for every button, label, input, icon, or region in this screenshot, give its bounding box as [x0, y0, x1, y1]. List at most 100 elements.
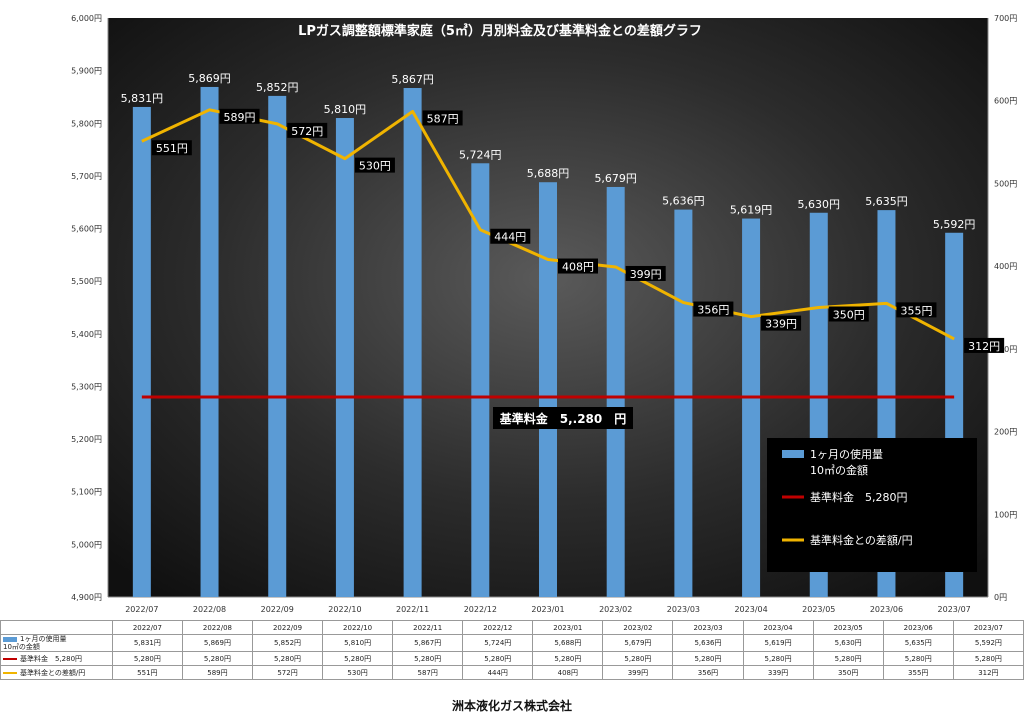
table-cell: 399円 — [602, 665, 674, 680]
table-cell: 5,280円 — [251, 651, 324, 666]
bar-data-label: 5,852円 — [256, 81, 299, 94]
left-tick-label: 5,500円 — [71, 277, 102, 286]
right-tick-label: 100円 — [994, 510, 1017, 519]
right-tick-label: 300円 — [994, 345, 1017, 354]
bar — [335, 118, 354, 597]
table-header-row: 2022/07 2022/08 2022/09 2022/10 2022/11 2022/… — [0, 620, 1024, 635]
table-cell: 5,280円 — [462, 651, 534, 666]
diff-data-label: 589円 — [224, 111, 256, 124]
table-row: 基準料金との差額/円 551円 589円 572円 530円 587円 444円 408円 39… — [0, 665, 1024, 680]
table-cell: 444円 — [462, 665, 534, 680]
table-cell: 5,280円 — [111, 651, 183, 666]
diff-data-label: 355円 — [900, 304, 932, 317]
diff-data-label: 444円 — [494, 231, 526, 244]
table-cell: 5,592円 — [952, 634, 1024, 652]
table-cell: 5,280円 — [532, 651, 604, 666]
diff-label-box — [828, 306, 869, 322]
diff-label-box — [896, 302, 937, 318]
table-row: 1ヶ月の使用量 10㎥の金額 5,831円 5,869円 5,852円 5,810円 5,8… — [0, 634, 1024, 652]
table-cell: 589円 — [181, 665, 253, 680]
data-table: 2022/07 2022/08 2022/09 2022/10 2022/11 2022/… — [0, 620, 1024, 680]
table-row-label: 1ヶ月の使用量 10㎥の金額 — [0, 634, 113, 652]
x-tick-label: 2022/10 — [328, 605, 361, 614]
right-tick-label: 600円 — [994, 97, 1017, 106]
table-cell: 551円 — [111, 665, 183, 680]
left-tick-label: 5,100円 — [71, 488, 102, 497]
diff-data-label: 339円 — [765, 318, 797, 331]
x-tick-label: 2022/08 — [193, 605, 226, 614]
bar-data-label: 5,831円 — [121, 92, 164, 105]
x-tick-label: 2023/05 — [802, 605, 835, 614]
table-row-label: 基準料金 5,280円 — [0, 651, 113, 666]
table-header-cell: 2022/08 — [181, 620, 253, 635]
x-tick-label: 2022/07 — [125, 605, 158, 614]
table-cell: 356円 — [672, 665, 744, 680]
x-tick-label: 2023/07 — [938, 605, 971, 614]
right-tick-label: 0円 — [994, 593, 1007, 602]
x-tick-label: 2022/12 — [464, 605, 497, 614]
bar-data-label: 5,636円 — [662, 195, 705, 208]
bar — [471, 163, 490, 597]
diff-label-box — [151, 140, 192, 156]
baseline-annotation: 基準料金 5,.280 円 — [499, 411, 627, 426]
table-cell: 5,280円 — [602, 651, 674, 666]
left-tick-label: 5,600円 — [71, 225, 102, 234]
diff-data-label: 530円 — [359, 160, 391, 173]
table-cell: 5,280円 — [322, 651, 394, 666]
diff-label-box — [219, 108, 260, 124]
left-tick-label: 5,700円 — [71, 172, 102, 181]
table-corner-cell — [0, 620, 113, 635]
diff-data-label: 551円 — [156, 142, 188, 155]
bar-data-label: 5,619円 — [730, 204, 773, 217]
legend-label-baseline: 基準料金 5,280円 — [810, 490, 908, 504]
x-tick-label: 2023/02 — [599, 605, 632, 614]
table-cell: 5,636円 — [672, 634, 744, 652]
bar — [403, 88, 422, 598]
bar — [539, 182, 557, 597]
table-legend-swatch — [3, 657, 17, 660]
right-tick-label: 200円 — [994, 428, 1017, 437]
x-tick-label: 2023/04 — [734, 605, 767, 614]
table-cell: 572円 — [251, 665, 324, 680]
bar — [606, 186, 625, 598]
left-tick-label: 5,400円 — [71, 330, 102, 339]
table-header-cell: 2022/09 — [251, 620, 324, 635]
table-row: 基準料金 5,280円 5,280円 5,280円 5,280円 5,280円 5,280… — [0, 651, 1024, 666]
table-cell: 5,688円 — [532, 634, 604, 652]
left-tick-label: 5,200円 — [71, 435, 102, 444]
diff-label-box — [625, 265, 666, 281]
bar-data-label: 5,724円 — [459, 148, 502, 161]
table-cell: 5,280円 — [742, 651, 814, 666]
table-cell: 5,280円 — [952, 651, 1024, 666]
diff-data-label: 350円 — [833, 309, 865, 322]
left-tick-label: 5,000円 — [71, 540, 102, 549]
table-cell: 5,679円 — [602, 634, 674, 652]
diff-label-box — [490, 228, 531, 244]
diff-label-box — [964, 337, 1005, 353]
right-tick-label: 700円 — [994, 14, 1017, 23]
table-row-label-text: 基準料金 5,280円 — [20, 654, 83, 663]
bar-data-label: 5,869円 — [188, 72, 231, 85]
diff-label-box — [354, 157, 395, 173]
table-header-cell: 2023/05 — [812, 620, 884, 635]
table-cell: 5,280円 — [812, 651, 884, 666]
bar-data-label: 5,630円 — [798, 198, 841, 211]
bar-data-label: 5,867円 — [391, 73, 434, 86]
table-cell: 5,630円 — [812, 634, 884, 652]
x-tick-label: 2022/09 — [261, 605, 294, 614]
table-row-label: 基準料金との差額/円 — [0, 665, 113, 680]
right-tick-label: 400円 — [994, 262, 1017, 271]
left-tick-label: 5,800円 — [71, 119, 102, 128]
diff-label-box — [693, 301, 734, 317]
x-tick-label: 2023/03 — [667, 605, 700, 614]
table-row-label-text: 基準料金との差額/円 — [20, 668, 86, 677]
bar — [268, 95, 287, 597]
bar — [742, 218, 761, 597]
bar-data-label: 5,592円 — [933, 218, 976, 231]
left-tick-label: 5,300円 — [71, 382, 102, 391]
left-tick-label: 6,000円 — [71, 14, 102, 23]
x-tick-label: 2023/06 — [870, 605, 903, 614]
table-header-cell: 2022/07 — [111, 620, 183, 635]
table-cell: 5,831円 — [111, 634, 183, 652]
diff-label-box — [422, 110, 463, 126]
